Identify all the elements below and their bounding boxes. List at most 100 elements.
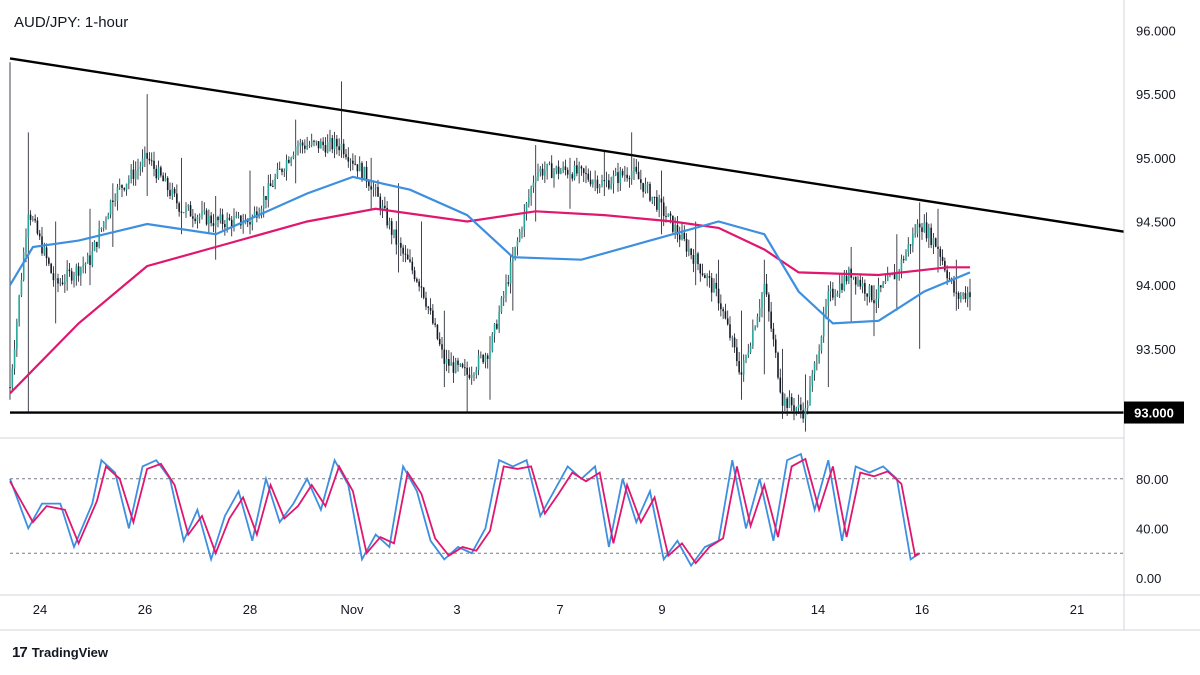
candle-body (308, 145, 311, 147)
candle-body (20, 279, 23, 296)
candle-body (646, 184, 649, 186)
candle-body (658, 198, 660, 210)
candle-body (228, 217, 231, 220)
candle-body (267, 183, 270, 200)
candle-body (576, 165, 578, 174)
candle-body (203, 210, 206, 212)
candle-body (740, 372, 743, 375)
candle-body (550, 163, 553, 178)
candle-body (52, 273, 55, 281)
candle-body (146, 152, 148, 159)
candle-body (310, 140, 313, 146)
candle-body (651, 196, 654, 201)
candle-body (128, 179, 130, 184)
candle-body (843, 275, 846, 290)
candle-body (774, 339, 777, 353)
candle-body (884, 281, 887, 283)
candle-body (946, 270, 948, 279)
candle-body (57, 278, 59, 284)
candle-body (226, 217, 228, 228)
candle-body (747, 352, 750, 356)
candle-body (237, 215, 240, 217)
candle-body (505, 282, 507, 296)
candle-body (372, 187, 375, 190)
candle-body (125, 183, 128, 190)
candle-body (116, 187, 119, 201)
candle-body (368, 181, 370, 187)
candle-body (509, 262, 512, 284)
candle-body (896, 271, 898, 280)
candle-body (404, 253, 407, 255)
candle-body (781, 392, 784, 406)
candle-body (761, 293, 763, 308)
candle-body (596, 179, 599, 189)
candle-body (941, 256, 944, 261)
candle-body (54, 278, 57, 281)
descending-trendline (9, 57, 1125, 233)
candle-body (171, 188, 174, 196)
candle-body (640, 179, 642, 183)
oscillator-panel[interactable] (9, 452, 1124, 568)
candle-body (957, 293, 960, 299)
candle-body (811, 373, 814, 386)
chart-title: AUD/JPY: 1-hour (14, 14, 128, 31)
candle-body (923, 222, 926, 232)
candle-body (384, 205, 386, 208)
candle-body (260, 208, 263, 214)
candle-body (436, 324, 439, 339)
candle-body (299, 142, 302, 146)
candle-body (290, 158, 292, 163)
candle-body (729, 324, 731, 338)
candle-body (73, 275, 75, 281)
candle-body (349, 160, 352, 162)
candle-body (432, 310, 434, 324)
price-panel[interactable] (9, 57, 1125, 432)
candle-body (45, 247, 48, 259)
candle-body (928, 227, 930, 239)
candle-body (262, 195, 265, 209)
candle-body (18, 295, 20, 322)
candle-body (347, 157, 350, 162)
candle-body (283, 170, 286, 172)
candle-body (861, 283, 864, 287)
candle-body (491, 334, 494, 352)
brand-name: TradingView (31, 645, 109, 660)
candle-body (523, 211, 526, 230)
candle-body (50, 263, 52, 274)
candle-body (390, 221, 393, 235)
candle-body (909, 244, 912, 246)
candle-body (411, 261, 414, 271)
candle-body (336, 138, 338, 147)
candle-body (454, 360, 457, 373)
candle-body (180, 211, 183, 213)
candle-body (201, 210, 203, 216)
candle-body (548, 163, 551, 165)
candle-body (555, 166, 558, 172)
price-tick-label: 95.000 (1136, 151, 1176, 166)
candle-body (253, 211, 256, 217)
candle-body (326, 142, 329, 153)
candle-body (710, 277, 713, 293)
candle-body (784, 398, 786, 406)
candle-body (685, 239, 688, 252)
candle-body (745, 355, 747, 361)
candle-body (701, 273, 704, 276)
candle-body (182, 212, 185, 214)
price-label: 93.000 (1134, 406, 1174, 421)
candle-body (667, 213, 670, 217)
candle-body (198, 215, 201, 218)
time-tick-label: 28 (243, 602, 257, 617)
candle-body (102, 221, 105, 228)
candle-body (345, 154, 347, 158)
candle-body (276, 168, 279, 178)
candle-body (361, 162, 363, 179)
time-tick-label: 9 (658, 602, 665, 617)
candle-body (452, 362, 455, 373)
candle-body (669, 213, 672, 216)
candle-body (61, 282, 64, 285)
candle-body (681, 232, 683, 240)
candle-body (358, 162, 361, 172)
axes: 96.000 95.500 95.000 94.500 94.000 93.500 93.0… (0, 0, 1200, 631)
